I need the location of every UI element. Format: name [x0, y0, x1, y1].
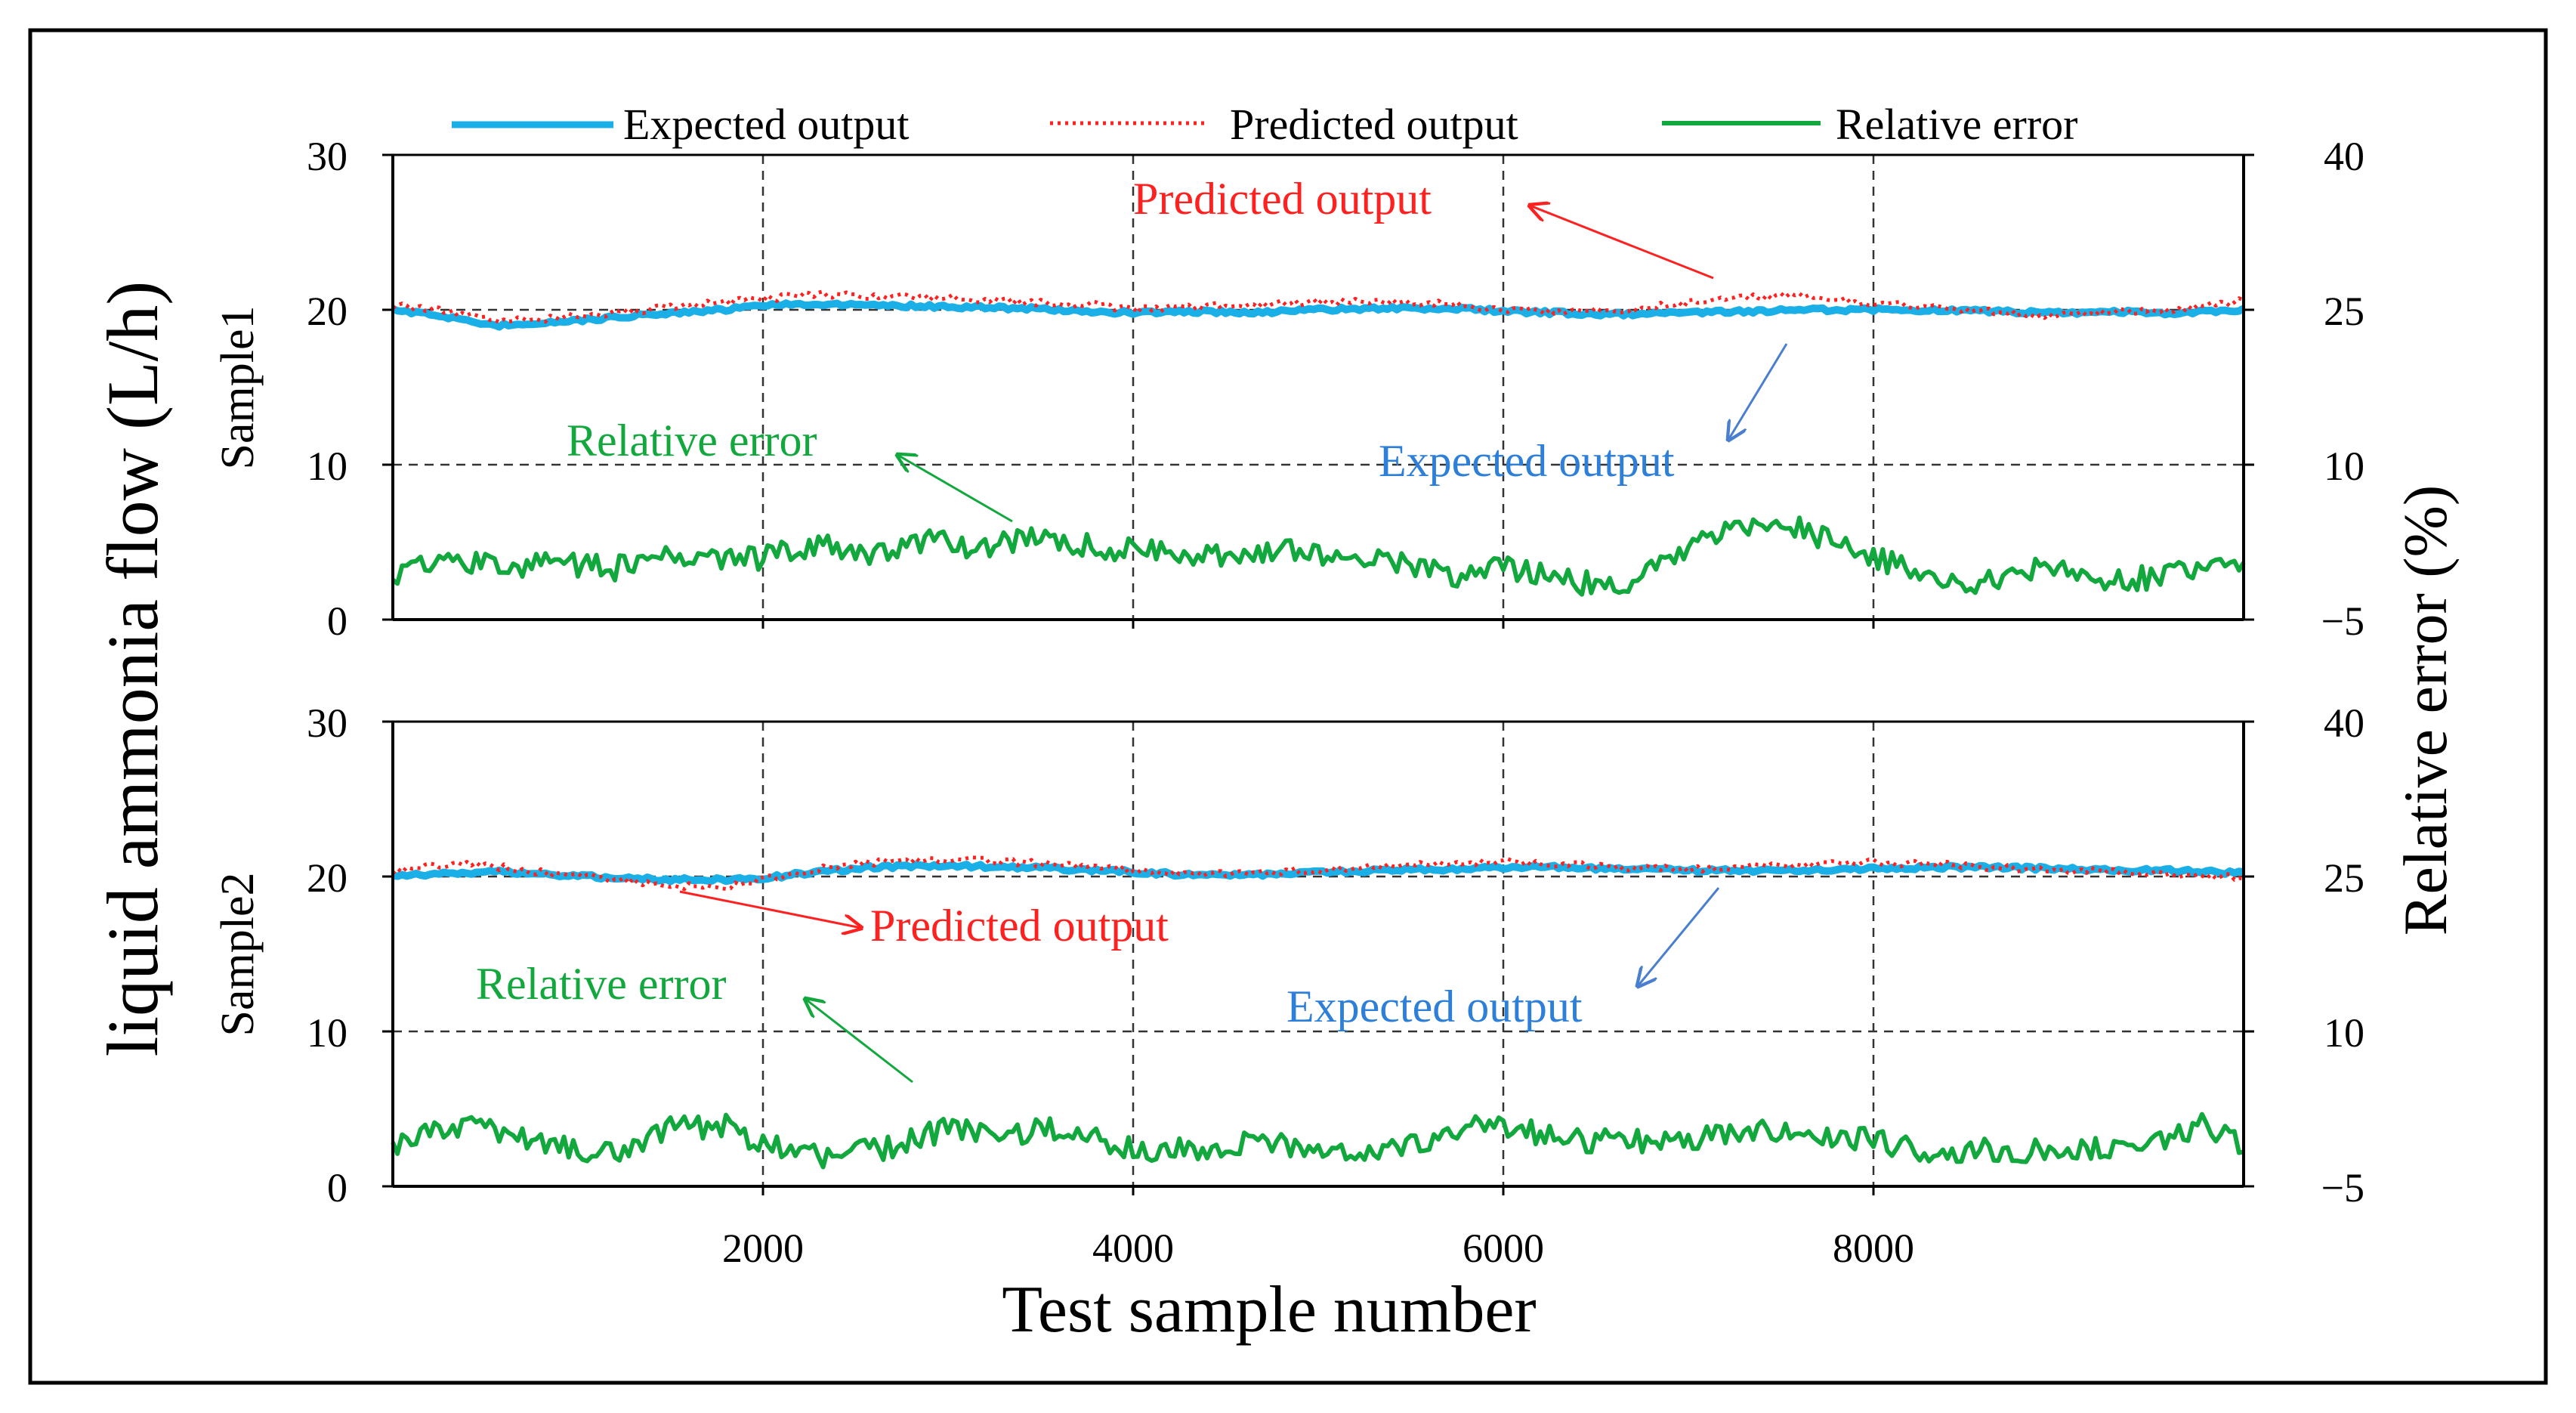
legend-error-label: Relative error — [1836, 100, 2077, 149]
annotation-expected-arrow — [1638, 887, 1720, 986]
legend-expected-label: Expected output — [623, 100, 910, 149]
figure-frame — [28, 28, 2548, 1385]
legend: Expected output Predicted output Relativ… — [452, 100, 2077, 149]
y-tick-right-label: 25 — [2324, 855, 2364, 901]
annotation-expected-label: Expected output — [1286, 982, 1583, 1031]
legend-predicted-label: Predicted output — [1230, 100, 1518, 149]
y-tick-right-label: 25 — [2324, 289, 2364, 334]
series-error-line — [391, 515, 2246, 597]
series-error-line — [391, 1112, 2244, 1170]
x-tick-label: 4000 — [1092, 1226, 1174, 1271]
y-tick-right-label: 40 — [2324, 134, 2364, 179]
panel-sample2-label: Sample2 — [212, 873, 264, 1037]
x-tick-label: 6000 — [1463, 1226, 1544, 1271]
y-tick-right-label: −5 — [2321, 598, 2364, 644]
x-tick-label: 2000 — [722, 1226, 804, 1271]
y-tick-right-label: 40 — [2324, 700, 2364, 746]
annotation-expected-arrow — [1728, 343, 1788, 440]
annotation-error-arrow — [805, 999, 913, 1084]
y-tick-left-label: 0 — [327, 1165, 347, 1210]
annotation-predicted-label: Predicted output — [870, 901, 1169, 951]
series-expected-line — [391, 299, 2246, 331]
panel-sample1: Sample1 0 10 20 30 −5 10 25 40 Predicted output… — [212, 134, 2364, 644]
annotation-expected-label: Expected output — [1379, 436, 1675, 486]
y-tick-right-label: −5 — [2321, 1165, 2364, 1210]
y-tick-left-label: 0 — [327, 598, 347, 644]
annotation-error-arrow — [897, 455, 1013, 523]
annotation-predicted-arrow — [679, 890, 861, 928]
x-axis-title: Test sample number — [1002, 1273, 1536, 1347]
y-tick-left-label: 10 — [307, 1010, 347, 1056]
annotation-predicted-label: Predicted output — [1133, 174, 1432, 224]
series-predicted-line — [391, 855, 2244, 892]
y-tick-left-label: 20 — [307, 855, 347, 901]
annotation-error-label: Relative error — [476, 959, 727, 1009]
panel-sample1-label: Sample1 — [212, 306, 264, 470]
y-tick-left-label: 10 — [307, 444, 347, 489]
y-tick-left-label: 20 — [307, 289, 347, 334]
y-axis-left-title: liquid ammonia flow (L/h) — [92, 281, 173, 1056]
annotation-predicted-arrow — [1530, 206, 1714, 280]
y-tick-left-label: 30 — [307, 700, 347, 746]
y-tick-left-label: 30 — [307, 134, 347, 179]
y-axis-right-title: Relative error (%) — [2391, 485, 2460, 935]
y-tick-right-label: 10 — [2324, 444, 2364, 489]
y-tick-right-label: 10 — [2324, 1010, 2364, 1056]
annotation-error-label: Relative error — [567, 416, 817, 465]
x-tick-label: 8000 — [1833, 1226, 1914, 1271]
